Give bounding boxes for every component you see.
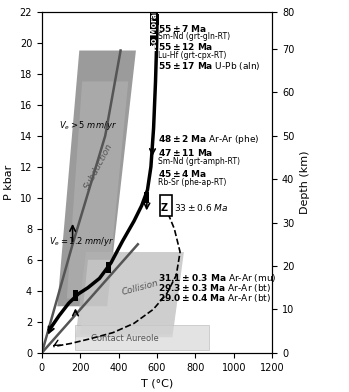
Text: $\bf{55 \pm 12\ Ma}$: $\bf{55 \pm 12\ Ma}$ [158, 41, 214, 52]
Text: $\bf{29.3 \pm 0.3\ Ma}$ Ar-Ar (bt): $\bf{29.3 \pm 0.3\ Ma}$ Ar-Ar (bt) [158, 282, 272, 294]
Text: Subduction: Subduction [83, 142, 114, 191]
Polygon shape [57, 51, 136, 306]
Text: Collision: Collision [120, 278, 159, 297]
Text: Lu-Hf (grt-cpx-RT): Lu-Hf (grt-cpx-RT) [158, 51, 227, 60]
Bar [73, 290, 78, 301]
Bar [155, 14, 159, 25]
Text: Z: Z [160, 203, 167, 213]
Text: $\bf{55 \pm 7\ Ma}$: $\bf{55 \pm 7\ Ma}$ [158, 23, 208, 34]
Polygon shape [80, 260, 182, 334]
X-axis label: T (°C): T (°C) [141, 378, 173, 388]
Text: $\bf{29.0 \pm 0.4\ Ma}$ Ar-Ar (bt): $\bf{29.0 \pm 0.4\ Ma}$ Ar-Ar (bt) [158, 292, 272, 304]
Text: Sm-Nd (grt-gln-RT): Sm-Nd (grt-gln-RT) [158, 32, 231, 41]
Text: Tso Morari: Tso Morari [150, 7, 159, 52]
Bar [144, 192, 149, 203]
Text: Rb-Sr (phe-ap-RT): Rb-Sr (phe-ap-RT) [158, 178, 227, 187]
Text: $33 \pm 0.6\ Ma$: $33 \pm 0.6\ Ma$ [174, 201, 228, 212]
Text: $V_e = 1.2\ mm/yr$: $V_e = 1.2\ mm/yr$ [49, 235, 114, 248]
Text: $\bf{31.1 \pm 0.3\ Ma}$ Ar-Ar (mu): $\bf{31.1 \pm 0.3\ Ma}$ Ar-Ar (mu) [158, 272, 277, 284]
Polygon shape [75, 252, 184, 337]
Text: $\bf{55 \pm 17\ Ma}$ U-Pb (aln): $\bf{55 \pm 17\ Ma}$ U-Pb (aln) [158, 60, 261, 72]
Text: $\bf{45 \pm 4\ Ma}$: $\bf{45 \pm 4\ Ma}$ [158, 168, 208, 179]
Bar [160, 195, 172, 216]
Text: $V_e > 5\ mm/yr$: $V_e > 5\ mm/yr$ [59, 119, 117, 132]
Y-axis label: Depth (km): Depth (km) [300, 151, 310, 214]
Y-axis label: P kbar: P kbar [4, 165, 14, 200]
Bar [106, 262, 111, 273]
Bar [150, 13, 158, 46]
Text: Contact Aureole: Contact Aureole [90, 334, 158, 343]
Polygon shape [67, 82, 128, 299]
Polygon shape [75, 325, 209, 350]
Text: Sm-Nd (grt-amph-RT): Sm-Nd (grt-amph-RT) [158, 157, 240, 166]
Text: $\bf{47 \pm 11\ Ma}$: $\bf{47 \pm 11\ Ma}$ [158, 147, 214, 158]
Text: $\bf{48 \pm 2\ Ma}$ Ar-Ar (phe): $\bf{48 \pm 2\ Ma}$ Ar-Ar (phe) [158, 132, 260, 146]
